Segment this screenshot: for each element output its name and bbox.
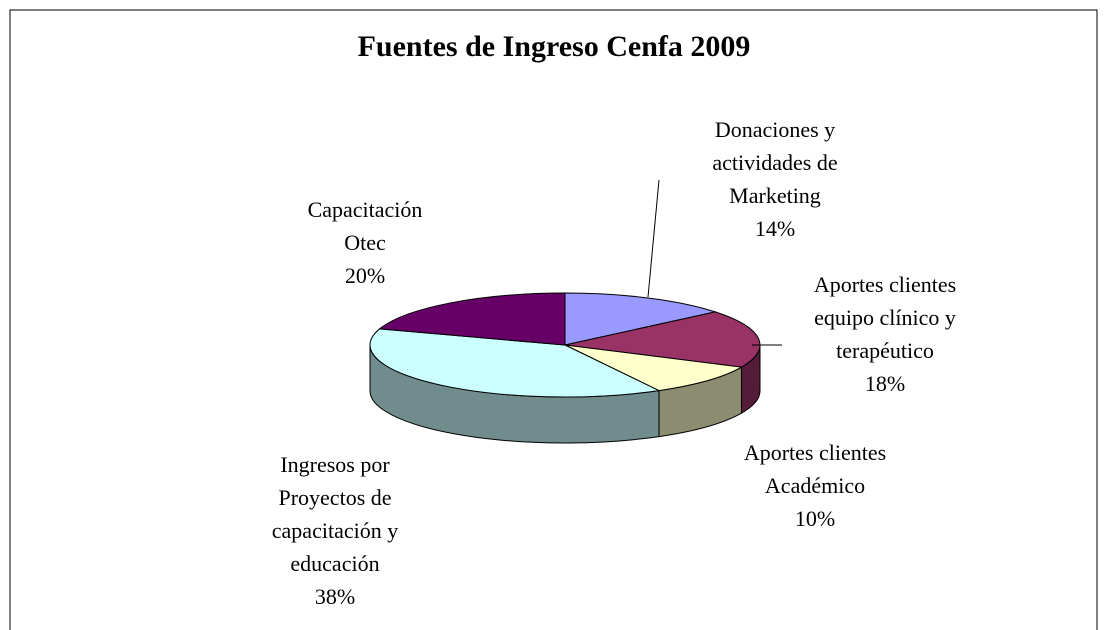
pie [369, 292, 761, 444]
category-label: Aportes clientes Académico [743, 440, 887, 498]
slice-label: Ingresos por Proyectos de capacitación y… [272, 448, 398, 613]
pie-slice [564, 311, 761, 368]
category-label: Capacitación Otec [307, 197, 423, 255]
value-label: 10% [794, 506, 836, 531]
value-label: 14% [754, 216, 796, 241]
pie-slice [564, 292, 718, 346]
slice-label: Aportes clientes equipo clínico y terapé… [814, 268, 956, 400]
value-label: 20% [344, 263, 386, 288]
value-label: 38% [314, 584, 356, 609]
chart-frame [9, 9, 1098, 630]
slice-label: Donaciones y actividades de Marketing 14% [712, 113, 837, 245]
slice-label: Aportes clientes Académico 10% [744, 436, 886, 535]
category-label: Donaciones y actividades de Marketing [712, 117, 838, 208]
pie-slice [369, 328, 661, 398]
chart-title: Fuentes de Ingreso Cenfa 2009 [357, 30, 751, 63]
category-label: Aportes clientes equipo clínico y terapé… [813, 272, 957, 363]
value-label: 18% [864, 371, 906, 396]
category-label: Ingresos por Proyectos de capacitación y… [271, 452, 399, 576]
leader-line [647, 179, 660, 298]
pie-slice [378, 292, 566, 346]
slice-label: Capacitación Otec 20% [308, 193, 423, 292]
pie-slice [564, 344, 744, 392]
